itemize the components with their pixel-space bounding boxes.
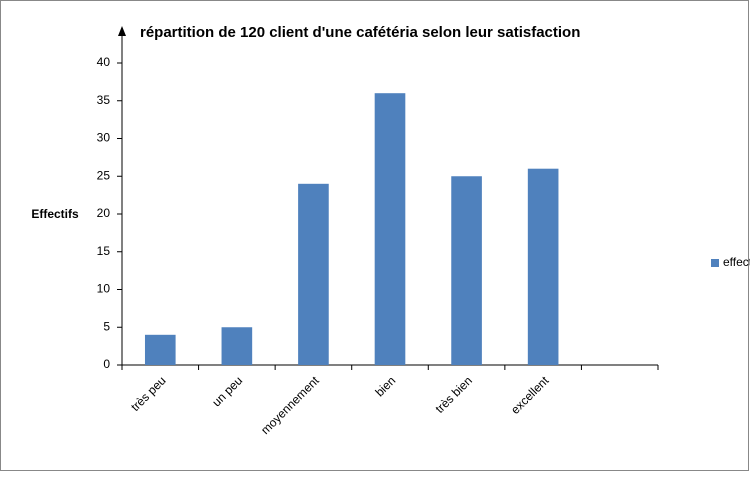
y-tick-label: 10 bbox=[97, 282, 111, 296]
bar bbox=[144, 334, 176, 365]
y-tick-label: 5 bbox=[103, 319, 110, 333]
y-tick-label: 15 bbox=[97, 244, 111, 258]
chart-title: répartition de 120 client d'une cafétéri… bbox=[140, 24, 580, 41]
legend-swatch bbox=[711, 259, 719, 267]
y-tick-label: 30 bbox=[97, 131, 111, 145]
bar bbox=[451, 176, 482, 365]
bar bbox=[221, 327, 253, 365]
legend-label: effectif bbox=[723, 255, 750, 269]
y-tick-label: 35 bbox=[97, 93, 111, 107]
y-axis-label: Effectifs bbox=[31, 207, 79, 221]
y-tick-label: 25 bbox=[97, 168, 111, 182]
y-tick-label: 0 bbox=[103, 357, 110, 371]
bar bbox=[298, 183, 329, 365]
bar bbox=[374, 93, 406, 365]
y-tick-label: 20 bbox=[97, 206, 111, 220]
y-tick-label: 40 bbox=[97, 55, 111, 69]
y-axis-arrow bbox=[118, 26, 126, 36]
bar bbox=[527, 168, 559, 365]
